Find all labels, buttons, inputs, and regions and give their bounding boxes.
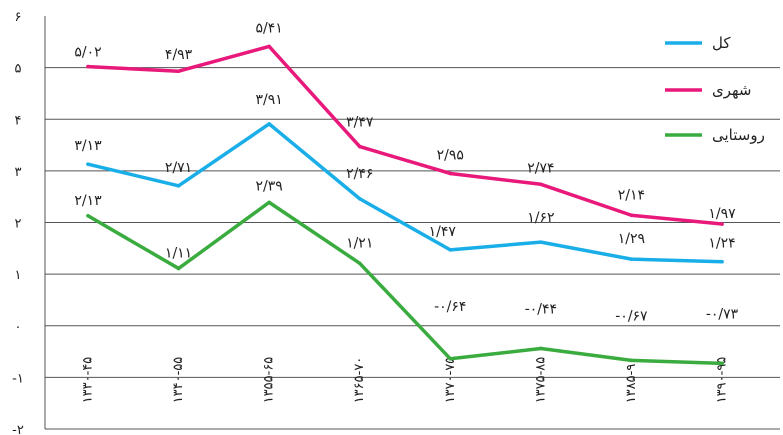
x-tick-label: ۱۳۳۰-۴۵ <box>81 357 96 404</box>
x-tick-label: ۱۳۷۰-۷۵ <box>443 357 458 404</box>
data-label: -۰/۶۴ <box>434 299 466 315</box>
data-label: -۰/۶۷ <box>615 308 648 324</box>
data-point <box>177 267 181 271</box>
data-label: ۲/۱۴ <box>618 187 645 203</box>
data-label: ۲/۷۴ <box>527 160 554 176</box>
y-tick-label: ۶ <box>15 10 22 25</box>
data-label: ۲/۴۶ <box>346 166 373 182</box>
data-point <box>86 162 90 166</box>
data-point <box>630 359 634 363</box>
x-tick-label: ۱۳۸۵-۹۰ <box>624 357 639 404</box>
data-label: ۲/۹۵ <box>437 147 464 163</box>
data-point <box>86 65 90 69</box>
y-tick-label: ۱ <box>15 268 22 283</box>
y-tick-label: ۴ <box>15 113 22 128</box>
data-label: -۰/۴۴ <box>525 301 557 317</box>
data-point <box>539 347 543 351</box>
data-label: ۲/۷۱ <box>165 160 192 176</box>
y-tick-label: -۱ <box>12 371 24 386</box>
data-point <box>539 240 543 244</box>
data-point <box>720 362 724 366</box>
data-point <box>267 201 271 205</box>
x-tick-label: ۱۳۶۵-۷۰ <box>352 357 367 404</box>
data-label: ۲/۱۳ <box>74 193 102 209</box>
data-label: ۳/۴۷ <box>346 115 374 131</box>
x-axis: ۱۳۳۰-۴۵ ۱۳۴۰-۵۵ ۱۳۵۵-۶۵ ۱۳۶۵-۷۰ ۱۳۷۰-۷۵ ۱۳۷۵-… <box>81 357 730 404</box>
data-point <box>358 197 362 201</box>
data-label: ۱/۶۲ <box>527 210 554 226</box>
data-point <box>358 145 362 149</box>
grid-layer <box>45 16 780 429</box>
data-labels: ۳/۱۳ ۲/۷۱ ۳/۹۱ ۲/۴۶ ۱/۴۷ ۱/۶۲ ۱/۲۹ ۱/۲۴ ۵/۰۲ ۴/۹۳… <box>74 20 738 324</box>
data-label: ۱/۴۷ <box>429 224 457 240</box>
data-point <box>448 357 452 361</box>
data-point <box>448 248 452 252</box>
y-tick-label: -۲ <box>12 423 24 435</box>
data-point <box>720 222 724 226</box>
series-line <box>88 202 722 363</box>
data-point <box>267 122 271 126</box>
data-label: ۳/۹۱ <box>256 92 283 108</box>
data-label: ۱/۲۱ <box>346 235 373 251</box>
y-tick-label: ۳ <box>15 165 22 180</box>
data-label: ۱/۲۹ <box>618 231 645 247</box>
data-point <box>630 257 634 261</box>
y-tick-label: ۵ <box>15 62 22 77</box>
data-label: ۵/۴۱ <box>256 20 283 36</box>
data-point <box>720 260 724 264</box>
data-point <box>177 69 181 73</box>
data-label: ۳/۱۳ <box>74 138 102 154</box>
data-label: ۴/۹۳ <box>165 47 193 63</box>
legend-label: شهری <box>712 81 752 99</box>
data-label: ۲/۳۹ <box>256 178 283 194</box>
data-point <box>177 184 181 188</box>
y-tick-label: ۰ <box>15 320 22 335</box>
legend: کل شهری روستایی <box>665 34 765 144</box>
data-point <box>448 172 452 176</box>
legend-label: روستایی <box>712 126 765 144</box>
data-point <box>539 182 543 186</box>
data-point <box>630 213 634 217</box>
legend-label: کل <box>712 34 731 52</box>
y-tick-label: ۲ <box>15 217 22 232</box>
x-tick-label: ۱۳۷۵-۸۵ <box>533 357 548 404</box>
data-label: -۰/۷۳ <box>706 306 739 322</box>
data-point <box>358 261 362 265</box>
y-axis: -۲ -۱ ۰ ۱ ۲ ۳ ۴ ۵ ۶ <box>12 10 24 435</box>
data-label: ۱/۲۴ <box>708 236 735 252</box>
data-point <box>267 45 271 49</box>
data-label: ۵/۰۲ <box>74 45 101 61</box>
data-label: ۱/۹۷ <box>708 206 736 222</box>
x-tick-label: ۱۳۴۰-۵۵ <box>171 357 186 404</box>
data-label: ۱/۱۱ <box>165 245 192 261</box>
x-tick-label: ۱۳۵۵-۶۵ <box>262 357 277 404</box>
data-point <box>86 214 90 218</box>
